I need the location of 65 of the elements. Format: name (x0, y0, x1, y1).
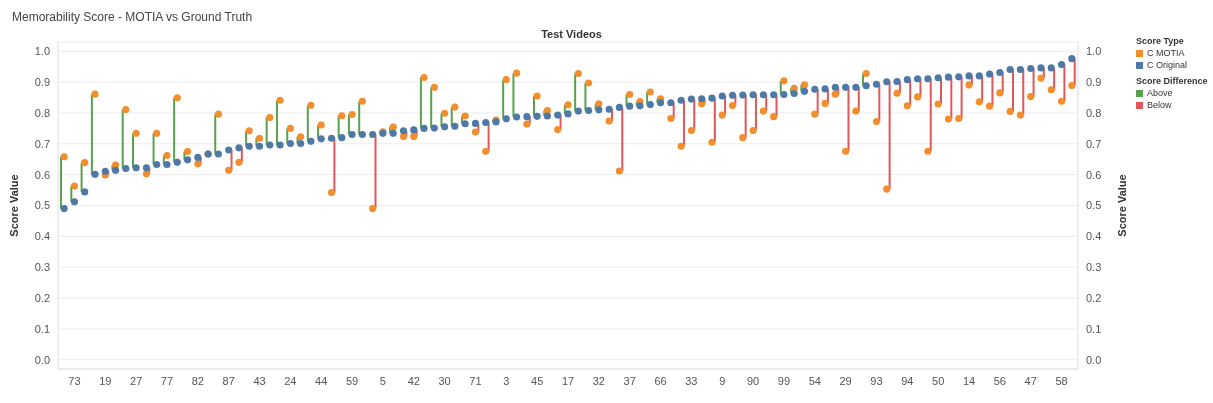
x-tick-label: 29 (839, 374, 852, 387)
y-tick-label: 0.4 (34, 230, 50, 243)
x-tick-label: 82 (191, 374, 204, 387)
y2-tick-label: 0.5 (1086, 199, 1102, 212)
x-axis-title: Test Videos (540, 28, 603, 40)
x-tick-label: 90 (746, 374, 760, 387)
y-tick-label: 1.0 (34, 45, 50, 58)
y2-tick-label: 0.2 (1086, 291, 1102, 304)
x-tick-label: 66 (654, 374, 667, 387)
text: Score Difference (1136, 76, 1208, 86)
y-tick-label: 0.0 (34, 353, 50, 366)
x-tick-label: 42 (407, 374, 420, 387)
legend-label: C MOTIA (1146, 48, 1186, 58)
y-tick-label: 0.9 (34, 76, 50, 89)
x-tick-label: 19 (99, 374, 112, 387)
y-tick-label: 0.5 (34, 199, 50, 212)
legend-title: Score Type (1136, 36, 1185, 46)
x-tick-label: 32 (592, 374, 605, 387)
y2-tick-label: 0.8 (1086, 106, 1102, 119)
x-tick-label: 87 (222, 374, 235, 387)
x-tick-label: 17 (561, 374, 575, 387)
y-tick-label: 0.6 (34, 168, 50, 181)
y-tick-label: 0.7 (34, 137, 50, 150)
y2-tick-label: 0.7 (1086, 137, 1102, 150)
x-tick-label: 93 (870, 374, 883, 387)
x-tick-label: 77 (160, 374, 174, 387)
x-tick-label: 99 (777, 374, 791, 387)
y2-tick-label: 0.1 (1086, 322, 1102, 335)
x-tick-label: 9 (719, 374, 726, 387)
x-tick-label: 58 (1055, 374, 1068, 387)
x-tick-label: 5 (379, 374, 386, 387)
x-tick-label: 59 (345, 374, 359, 387)
y2-axis-title: Score Value (1115, 174, 1128, 237)
x-tick-label: 47 (1024, 374, 1037, 387)
y2-tick-label: 0.9 (1086, 76, 1102, 89)
legend-label: C Original (1146, 60, 1188, 70)
x-tick-label: 94 (901, 374, 914, 387)
x-tick-label: 44 (315, 374, 328, 387)
y2-tick-label: 0.4 (1086, 230, 1102, 243)
x-tick-label: 71 (469, 374, 482, 387)
y-tick-label: 0.1 (34, 322, 50, 335)
y2-tick-label: 0.3 (1086, 261, 1102, 274)
x-tick-label: 37 (623, 374, 636, 387)
x-tick-label: 27 (130, 374, 143, 387)
y-tick-label: 0.3 (34, 261, 50, 274)
legend-label: Above (1146, 88, 1174, 98)
x-tick-label: 30 (438, 374, 451, 387)
y2-tick-label: 0.0 (1086, 353, 1102, 366)
x-tick-label: 3 (503, 374, 510, 387)
x-tick-label: 50 (932, 374, 945, 387)
x-tick-label: 56 (993, 374, 1006, 387)
x-tick-label: 45 (531, 374, 544, 387)
x-tick-label: 33 (685, 374, 698, 387)
y-tick-label: 0.8 (34, 106, 50, 119)
y2-tick-label: 1.0 (1086, 45, 1102, 58)
x-tick-label: 73 (68, 374, 81, 387)
chart-title: Memorability Score - MOTIA vs Ground Truth (12, 10, 253, 24)
y2-tick-label: 0.6 (1086, 168, 1102, 181)
x-tick-label: 24 (284, 374, 297, 387)
legend-label: Below (1146, 100, 1173, 110)
y-axis-title: Score Value (7, 174, 20, 237)
x-tick-label: 14 (962, 374, 976, 387)
y-tick-label: 0.2 (34, 291, 50, 304)
x-tick-label: 54 (808, 374, 821, 387)
x-tick-label: 43 (253, 374, 266, 387)
